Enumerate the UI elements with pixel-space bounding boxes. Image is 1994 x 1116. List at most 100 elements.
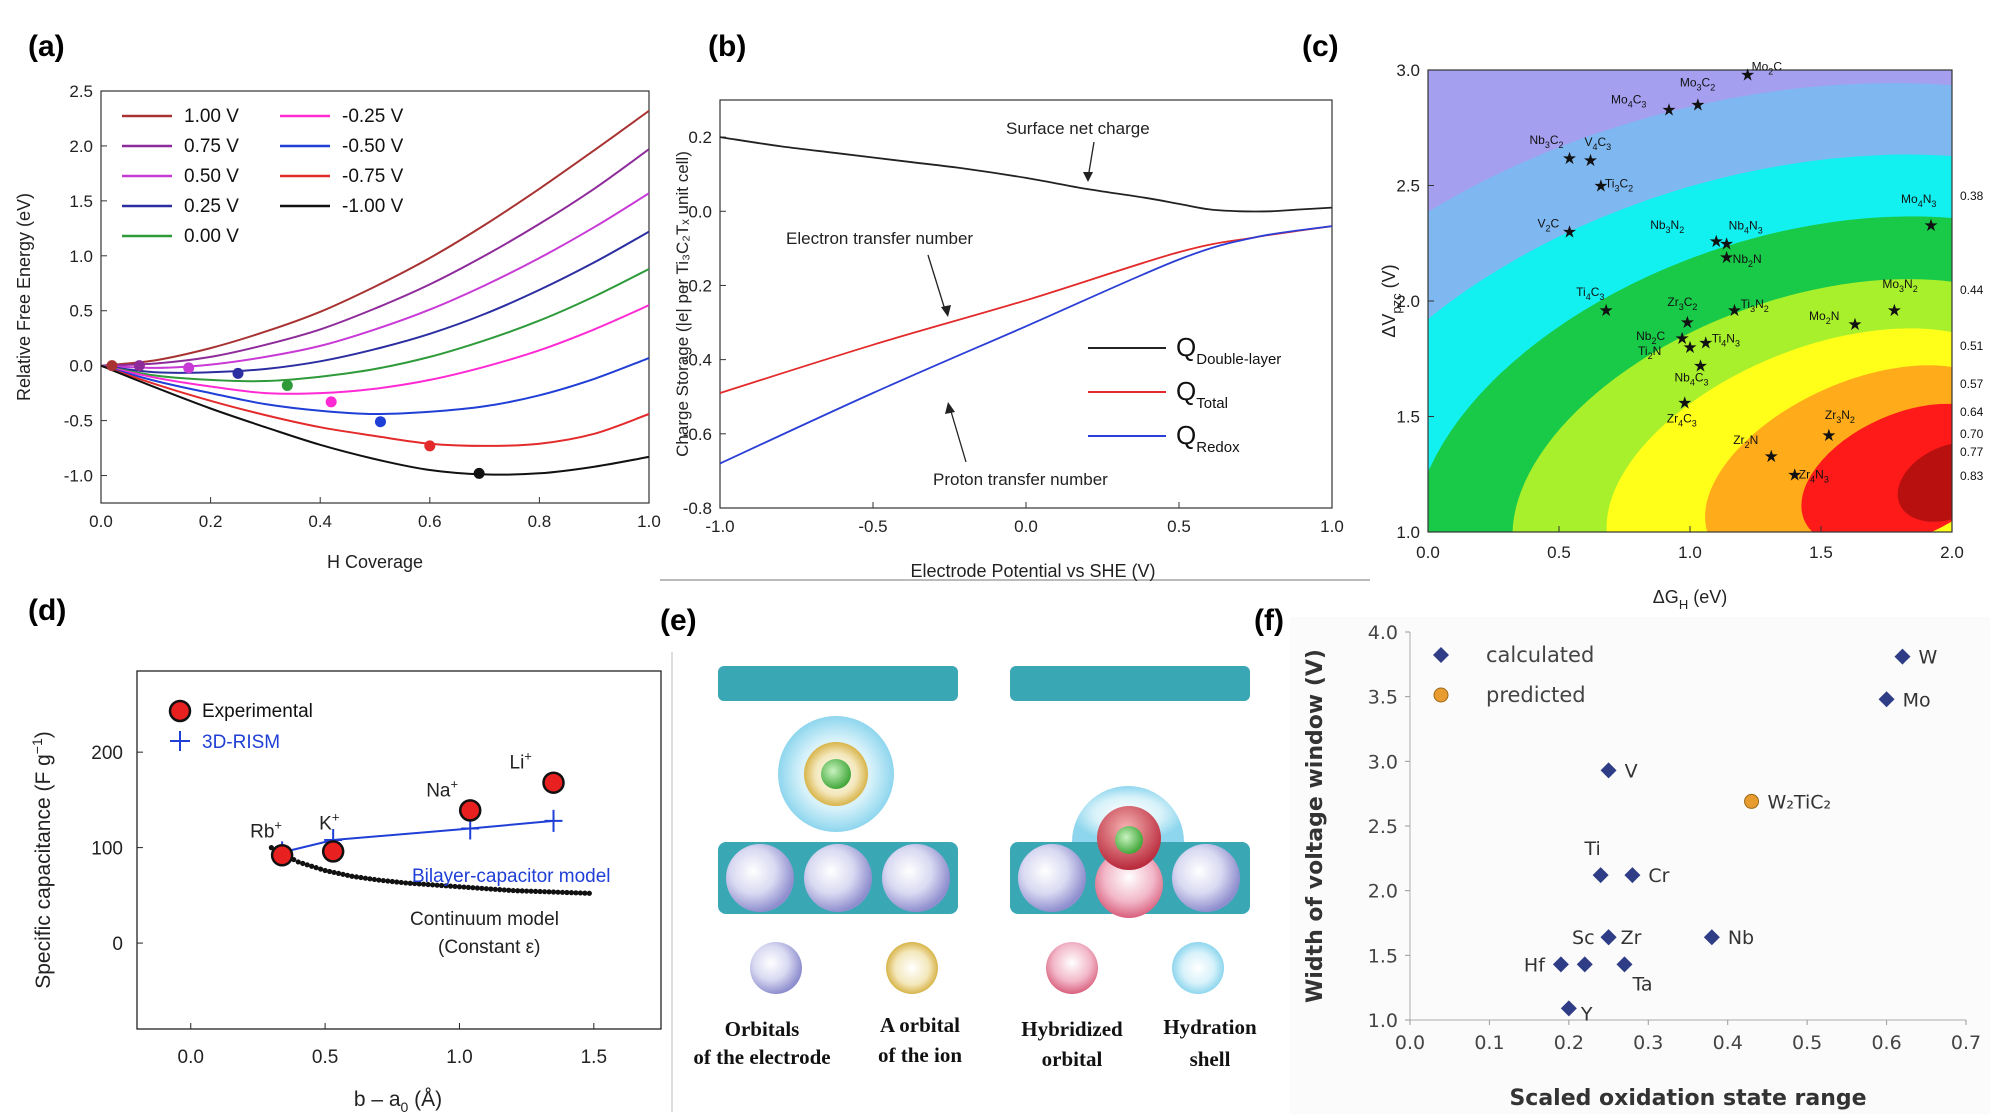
y-axis-label-f: Width of voltage window (V) xyxy=(1303,649,1328,1003)
continuum-dot xyxy=(515,888,520,893)
legend-label-f: calculated xyxy=(1486,643,1594,667)
y-tick-label-a: -1.0 xyxy=(64,467,93,486)
plot-frame-b xyxy=(720,100,1332,508)
continuum-dot xyxy=(537,889,542,894)
x-tick-label-c: 0.0 xyxy=(1416,543,1440,562)
x-tick-label-d: 0.5 xyxy=(312,1047,338,1068)
x-tick-label-a: 0.4 xyxy=(308,512,332,531)
legend-label-b: QDouble-layer xyxy=(1176,332,1281,368)
y-tick-label-c: 1.0 xyxy=(1396,523,1420,542)
data-point-star: ★ xyxy=(1690,96,1705,116)
ion xyxy=(821,759,851,789)
continuum-dot xyxy=(488,886,493,891)
contour-label-c: 0.57 xyxy=(1960,377,1984,391)
x-tick-label-a: 0.6 xyxy=(418,512,442,531)
ion-label-d: Rb+ xyxy=(250,817,282,842)
data-point-star: ★ xyxy=(1583,151,1598,171)
continuum-dot xyxy=(555,890,560,895)
rism-point xyxy=(545,810,563,832)
legend-label-a: 1.00 V xyxy=(184,106,239,127)
x-tick-label-f: 0.2 xyxy=(1554,1032,1584,1054)
contour-label-c: 0.44 xyxy=(1960,283,1984,297)
data-point-f xyxy=(1745,794,1759,808)
data-point-label-f: Mo xyxy=(1903,689,1931,711)
plot-frame-d xyxy=(137,671,661,1029)
y-tick-label-d: 100 xyxy=(91,839,123,860)
legend-predicted-icon xyxy=(1434,688,1448,702)
x-tick-label-d: 0.0 xyxy=(178,1047,204,1068)
y-tick-label-a: 1.0 xyxy=(69,247,93,266)
y-tick-label-c: 3.0 xyxy=(1396,61,1420,80)
continuum-dot xyxy=(497,887,502,892)
continuum-dot xyxy=(367,876,372,881)
x-tick-label-c: 1.0 xyxy=(1678,543,1702,562)
continuum-dot xyxy=(336,871,341,876)
x-tick-label-f: 0.1 xyxy=(1474,1032,1504,1054)
x-tick-label-a: 0.8 xyxy=(528,512,552,531)
legend-label-d: Experimental xyxy=(202,701,313,722)
x-tick-label-f: 0.4 xyxy=(1713,1032,1743,1054)
data-point-label-f: Ti xyxy=(1583,838,1600,860)
x-axis-label-f: Scaled oxidation state range xyxy=(1509,1086,1866,1111)
y-tick-label-a: -0.5 xyxy=(64,412,93,431)
experimental-point xyxy=(272,845,292,865)
legend-e-3-line2: orbital xyxy=(1042,1047,1103,1071)
contour-label-c: 0.51 xyxy=(1960,339,1984,353)
continuum-dot xyxy=(506,888,511,893)
series-line-a xyxy=(101,232,649,373)
legend-e-1-line2: of the electrode xyxy=(693,1045,830,1069)
contour-label-c: 0.64 xyxy=(1960,405,1984,419)
continuum-dot xyxy=(493,887,498,892)
continuum-dot xyxy=(403,880,408,885)
continuum-dot xyxy=(394,879,399,884)
y-axis-label-b: Charge Storage (|e| per Ti₃C₂Tₓ unit cel… xyxy=(673,151,692,457)
panel-label-a: (a) xyxy=(28,30,65,63)
annotation-surface: Surface net charge xyxy=(1006,119,1150,138)
contour-label-c: 0.38 xyxy=(1960,189,1984,203)
y-tick-label-b: -0.8 xyxy=(683,499,712,518)
annotation-bilayer: Bilayer-capacitor model xyxy=(412,866,611,887)
ion-label-d: Li+ xyxy=(510,749,532,774)
data-point-label-f: V xyxy=(1625,760,1638,782)
y-axis-label-d: Specific capacitance (F g−1) xyxy=(29,731,55,989)
y-tick-label-a: 0.0 xyxy=(69,357,93,376)
legend-e-4-line2: shell xyxy=(1190,1047,1231,1071)
legend-e-3-line1: Hybridized xyxy=(1021,1017,1123,1041)
legend-e-2-line2: of the ion xyxy=(878,1043,962,1067)
data-point-star: ★ xyxy=(1562,149,1577,169)
ion-label-d: Na+ xyxy=(426,776,458,801)
continuum-dot xyxy=(349,874,354,879)
data-point-label-f: Ta xyxy=(1631,973,1652,995)
electrode-top-right xyxy=(1010,666,1250,701)
x-tick-label-a: 0.0 xyxy=(89,512,113,531)
data-point-label-f: Nb xyxy=(1728,927,1754,949)
x-axis-label-c: ΔGH (eV) xyxy=(1653,587,1727,612)
annotation-continuum-2: (Constant ε) xyxy=(438,937,540,958)
x-axis-label-d: b – a0 (Å) xyxy=(354,1088,442,1115)
panel-label-b: (b) xyxy=(708,30,746,63)
y-tick-label-f: 1.0 xyxy=(1368,1010,1398,1032)
legend-label-f: predicted xyxy=(1486,683,1586,707)
x-axis-label-b: Electrode Potential vs SHE (V) xyxy=(910,561,1155,581)
legend-label-a: -1.00 V xyxy=(342,196,404,217)
data-point-star: ★ xyxy=(1562,223,1577,243)
continuum-dot xyxy=(318,866,323,871)
legend-e-1-line1: Orbitals xyxy=(725,1017,800,1041)
electrode-orbital xyxy=(1172,844,1240,912)
annotation-continuum-1: Continuum model xyxy=(410,909,559,930)
x-tick-label-c: 0.5 xyxy=(1547,543,1571,562)
panel-d: (d) 0.0 0.5 1.0 1.52001000 Rb+ K+Na+Li+ Expe… xyxy=(28,594,661,1115)
experimental-point xyxy=(323,841,343,861)
data-point-label-f: Hf xyxy=(1524,954,1546,976)
legend-electrode-orbital-icon xyxy=(750,942,802,994)
legend-label-a: 0.75 V xyxy=(184,136,239,157)
data-point-label-f: Zr xyxy=(1621,927,1642,949)
y-tick-label-f: 4.0 xyxy=(1368,622,1398,644)
continuum-dot xyxy=(363,876,368,881)
x-axis-label-a: H Coverage xyxy=(327,552,423,572)
continuum-dot xyxy=(560,890,565,895)
y-tick-label-c: 1.5 xyxy=(1396,408,1420,427)
continuum-dot xyxy=(569,890,574,895)
legend-hybridized-orbital-icon xyxy=(1046,942,1098,994)
data-point-star: ★ xyxy=(1661,100,1676,120)
